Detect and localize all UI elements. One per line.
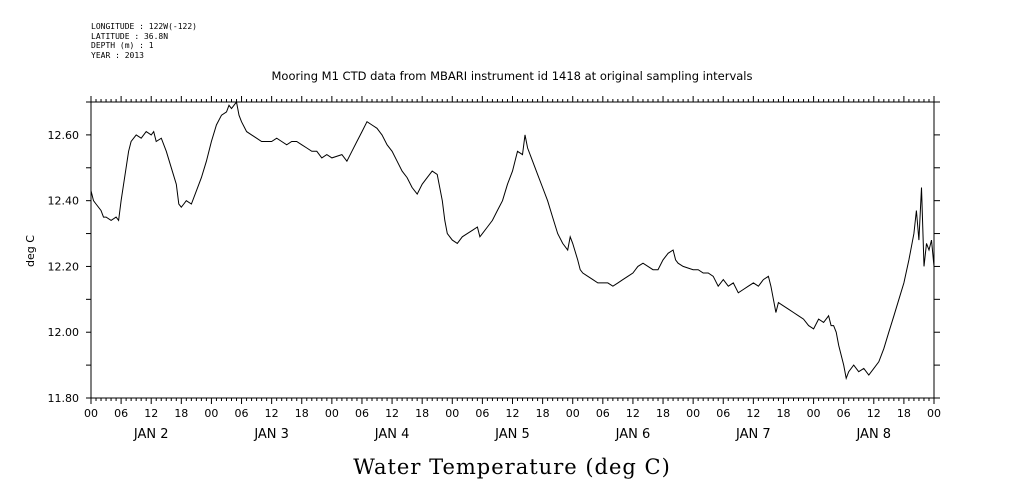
x-hour-label: 12	[265, 407, 279, 420]
plot-border	[90, 101, 935, 399]
x-hour-label: 06	[235, 407, 249, 420]
latitude-label: LATITUDE : 36.8N	[91, 31, 169, 41]
y-tick-label: 12.60	[48, 129, 80, 142]
x-hour-label: 06	[114, 407, 128, 420]
y-tick-label: 12.20	[48, 260, 80, 273]
x-hour-label: 00	[807, 407, 821, 420]
x-day-label: JAN 8	[855, 427, 891, 442]
x-day-label: JAN 3	[253, 427, 289, 442]
chart-title: Mooring M1 CTD data from MBARI instrumen…	[272, 69, 753, 83]
x-hour-label: 12	[867, 407, 881, 420]
y-axis-label: deg C	[24, 235, 37, 267]
plot-frame	[90, 101, 935, 399]
x-day-label: JAN 7	[735, 427, 771, 442]
x-hour-label: 00	[204, 407, 218, 420]
x-hour-label: 00	[84, 407, 98, 420]
x-day-label: JAN 6	[615, 427, 651, 442]
x-hour-label: 12	[506, 407, 520, 420]
y-tick-label: 12.40	[48, 195, 80, 208]
x-hour-label: 06	[837, 407, 851, 420]
x-axis-title: Water Temperature (deg C)	[353, 455, 671, 479]
station-metadata: LONGITUDE : 122W(-122) LATITUDE : 36.8N …	[91, 22, 197, 60]
x-hour-label: 18	[415, 407, 429, 420]
x-hour-label: 18	[536, 407, 550, 420]
y-tick-label: 11.80	[48, 392, 80, 405]
y-tick-label: 12.00	[48, 326, 80, 339]
x-day-label: JAN 5	[494, 427, 530, 442]
x-hour-label: 12	[746, 407, 760, 420]
x-hour-label: 12	[626, 407, 640, 420]
x-hour-label: 18	[174, 407, 188, 420]
temperature-series-line	[90, 100, 935, 381]
depth-label: DEPTH (m) : 1	[91, 41, 154, 50]
x-hour-label: 00	[445, 407, 459, 420]
x-hour-label: 12	[144, 407, 158, 420]
x-hour-label: 06	[596, 407, 610, 420]
minor-ticks	[90, 96, 935, 404]
x-hour-label: 18	[776, 407, 790, 420]
x-axis: 00 06 12 18 00 06 12 18 00 06 12 18 00 06 12 18 00 06 12 18…	[84, 407, 941, 442]
x-hour-label: 00	[927, 407, 941, 420]
x-hour-label: 18	[295, 407, 309, 420]
x-hour-label: 06	[716, 407, 730, 420]
x-day-label: JAN 4	[374, 427, 410, 442]
year-label: YEAR : 2013	[91, 50, 144, 60]
x-hour-label: 06	[355, 407, 369, 420]
x-hour-label: 12	[385, 407, 399, 420]
longitude-label: LONGITUDE : 122W(-122)	[91, 22, 197, 31]
x-hour-label: 18	[656, 407, 670, 420]
x-hour-label: 06	[475, 407, 489, 420]
x-hour-label: 00	[325, 407, 339, 420]
x-day-label: JAN 2	[133, 427, 169, 442]
x-hour-label: 00	[686, 407, 700, 420]
x-hour-label: 00	[566, 407, 580, 420]
y-axis: 12.60 12.40 12.20 12.00 11.80	[48, 101, 940, 405]
x-hour-label: 18	[897, 407, 911, 420]
